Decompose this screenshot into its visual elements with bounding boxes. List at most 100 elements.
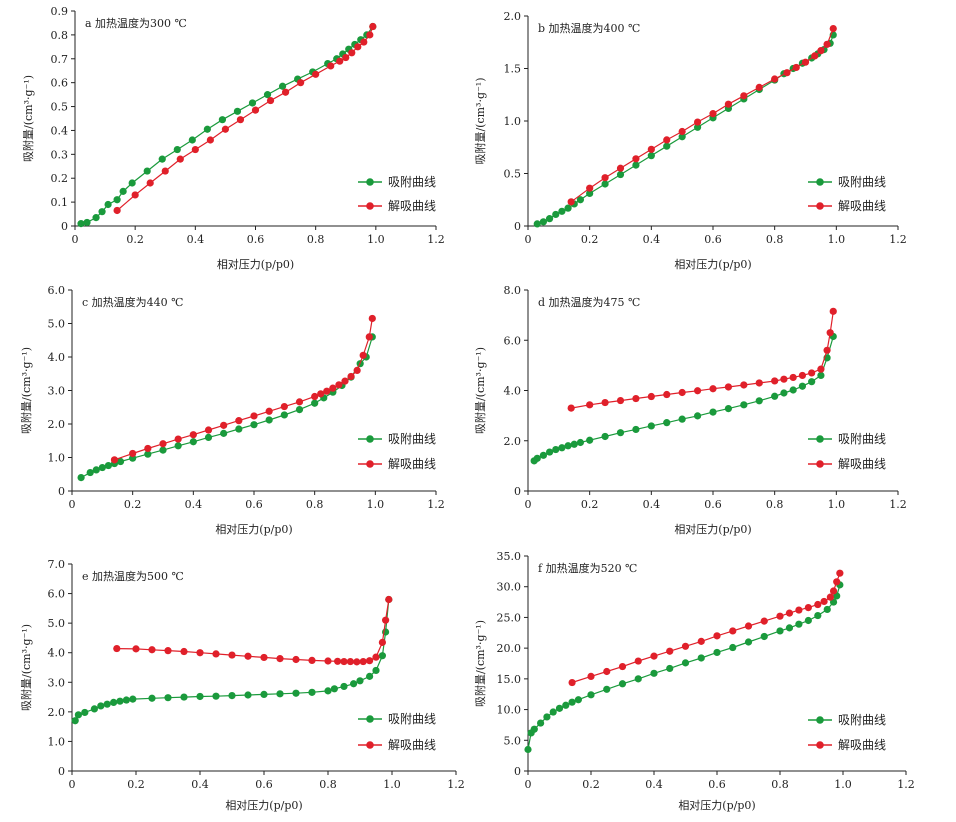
desorption-point (280, 402, 288, 411)
adsorption-point (116, 457, 125, 466)
desorption-point (740, 381, 748, 389)
chart-panel-b: 0 0.2 0.4 0.6 0.8 1.0 1.2 0 0.5 1.0 1.5 2.0 b 加热温度为4… (473, 10, 907, 271)
y-axis-label: 吸附量/(cm³·g⁻¹) (473, 620, 487, 707)
adsorption-point (533, 220, 541, 228)
desorption-point (144, 444, 152, 453)
y-tick-label: 3.0 (48, 385, 66, 398)
y-tick-label: 20.0 (497, 642, 522, 655)
desorption-point (586, 184, 594, 192)
adsorption-point (122, 696, 130, 704)
adsorption-point (81, 708, 89, 717)
adsorption-point (340, 682, 348, 691)
desorption-point (206, 136, 214, 144)
panel-title: a 加热温度为300 ℃ (85, 16, 187, 30)
adsorption-point (378, 652, 386, 660)
y-tick-label: 5.0 (504, 734, 522, 747)
adsorption-point (601, 432, 609, 441)
desorption-point (236, 116, 245, 124)
y-tick-label: 1.5 (504, 63, 522, 76)
y-tick-label: 0.1 (51, 196, 69, 209)
adsorption-point (663, 142, 671, 150)
adsorption-point (616, 429, 625, 437)
adsorption-point (789, 386, 797, 394)
y-tick-label: 15.0 (497, 673, 522, 686)
y-tick-label: 6.0 (48, 588, 66, 601)
adsorption-point (817, 371, 825, 380)
adsorption-point (562, 701, 570, 709)
desorption-point (568, 678, 576, 687)
desorption-point (740, 92, 748, 100)
x-tick-label: 1.0 (828, 233, 846, 246)
adsorption-point (693, 412, 702, 420)
x-tick-label: 0.8 (771, 778, 789, 791)
adsorption-point (530, 725, 538, 733)
x-tick-label: 0.6 (255, 778, 273, 791)
x-tick-label: 0 (72, 233, 79, 246)
x-tick-label: 0.4 (645, 778, 663, 791)
adsorption-point (212, 692, 220, 700)
adsorption-point (533, 454, 541, 462)
y-tick-label: 1.0 (48, 735, 66, 748)
desorption-point (603, 667, 611, 676)
adsorption-point (83, 218, 91, 227)
desorption-point (829, 587, 838, 595)
legend-adsorption-marker (366, 715, 374, 723)
legend-desorption-label: 解吸曲线 (388, 457, 436, 471)
legend-adsorption-label: 吸附曲线 (388, 712, 436, 726)
chart-panel-d: 0 0.2 0.4 0.6 0.8 1.0 1.2 0 2.0 4.0 6.0 8.0 d 加热温度为4… (473, 284, 907, 536)
x-axis-label: 相对压力(p/p0) (678, 798, 755, 812)
y-tick-label: 4.0 (504, 385, 522, 398)
y-tick-label: 0 (514, 220, 521, 233)
x-tick-label: 1.2 (447, 778, 465, 791)
x-tick-label: 0.4 (191, 778, 209, 791)
adsorption-point (180, 693, 188, 701)
x-tick-label: 1.0 (367, 498, 385, 511)
desorption-point (220, 421, 228, 429)
adsorption-point (632, 161, 640, 169)
y-tick-label: 0 (61, 220, 68, 233)
y-tick-label: 8.0 (504, 284, 522, 297)
adsorption-point (647, 152, 655, 160)
x-tick-label: 0.6 (247, 233, 265, 246)
adsorption-point (524, 745, 532, 754)
x-axis-label: 相对压力(p/p0) (217, 257, 294, 271)
desorption-point (176, 155, 184, 163)
desorption-point (618, 662, 627, 671)
desorption-point (836, 569, 844, 577)
adsorption-point (681, 659, 690, 667)
adsorption-point (260, 690, 268, 699)
adsorption-series-line (527, 584, 841, 750)
desorption-point (755, 83, 763, 91)
adsorption-point (233, 107, 242, 115)
desorption-point (366, 31, 374, 39)
desorption-point (823, 346, 831, 354)
desorption-point (663, 136, 671, 144)
legend-adsorption-marker (816, 716, 824, 724)
y-tick-label: 3.0 (48, 676, 66, 689)
desorption-point (601, 398, 609, 407)
desorption-point (709, 385, 717, 393)
adsorption-point (574, 696, 583, 704)
y-tick-label: 0.2 (51, 172, 69, 185)
x-tick-label: 0.6 (708, 778, 726, 791)
legend-adsorption-marker (366, 178, 374, 186)
y-tick-label: 5.0 (48, 318, 66, 331)
y-tick-label: 2.0 (504, 435, 522, 448)
desorption-point (235, 417, 243, 425)
y-tick-label: 0.3 (51, 148, 69, 161)
panel-title: f 加热温度为520 ℃ (538, 561, 637, 575)
desorption-point (174, 435, 182, 443)
desorption-series-line (116, 26, 374, 211)
y-tick-label: 0.5 (504, 168, 522, 181)
x-tick-label: 0.6 (704, 498, 722, 511)
legend-desorption-label: 解吸曲线 (838, 457, 886, 471)
desorption-point (324, 657, 332, 665)
adsorption-point (98, 208, 106, 216)
desorption-point (678, 388, 686, 397)
x-axis-label: 相对压力(p/p0) (225, 798, 302, 812)
desorption-point (317, 390, 325, 398)
desorption-point (760, 617, 768, 625)
x-tick-label: 1.0 (834, 778, 852, 791)
adsorption-point (164, 694, 172, 702)
adsorption-point (552, 445, 560, 454)
